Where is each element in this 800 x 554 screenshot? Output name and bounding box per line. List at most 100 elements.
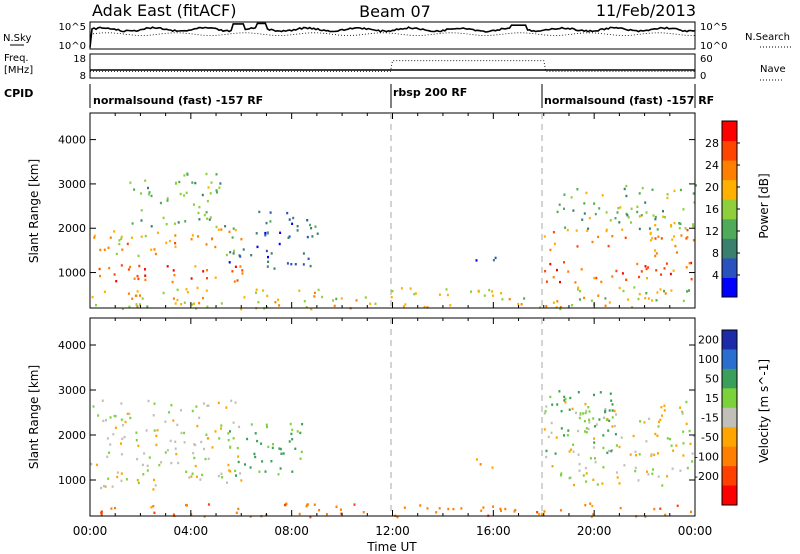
- echo-cell: [257, 301, 260, 304]
- echo-cell: [144, 179, 147, 182]
- echo-cell: [571, 304, 574, 307]
- echo-cell: [364, 296, 367, 299]
- echo-cell: [166, 197, 169, 200]
- echo-cell: [578, 462, 581, 466]
- echo-cell: [514, 508, 517, 512]
- echo-cell: [262, 289, 265, 292]
- echo-cell: [241, 269, 244, 272]
- echo-cell: [595, 423, 598, 426]
- echo-cell: [194, 265, 197, 268]
- echo-cell: [590, 299, 593, 302]
- echo-cell: [237, 507, 240, 511]
- echo-cell: [632, 434, 635, 438]
- echo-cell: [250, 423, 253, 426]
- echo-cell: [211, 237, 213, 241]
- echo-cell: [311, 235, 314, 238]
- echo-cell: [174, 302, 177, 305]
- nsky-left-tick-bottom: 10^0: [59, 41, 86, 52]
- echo-cell: [470, 290, 472, 293]
- echo-cell: [288, 235, 291, 238]
- echo-cell: [201, 473, 204, 477]
- echo-cell: [672, 449, 675, 452]
- echo-cell: [523, 297, 526, 300]
- echo-cell: [267, 255, 269, 259]
- echo-cell: [144, 278, 147, 282]
- echo-cell: [198, 218, 201, 221]
- echo-cell: [657, 452, 659, 455]
- echo-cell: [278, 304, 281, 307]
- echo-cell: [211, 446, 214, 449]
- echo-cell: [649, 232, 652, 236]
- echo-cell: [153, 478, 155, 482]
- echo-cell: [607, 244, 610, 248]
- echo-cell: [309, 515, 312, 519]
- echo-cell: [231, 236, 234, 239]
- echo-cell: [659, 288, 662, 291]
- echo-cell: [594, 212, 597, 216]
- echo-cell: [183, 441, 186, 444]
- echo-cell: [650, 239, 652, 242]
- echo-cell: [688, 429, 691, 433]
- echo-cell: [686, 466, 689, 470]
- echo-cell: [236, 446, 239, 450]
- echo-cell: [614, 433, 617, 436]
- echo-cell: [625, 184, 628, 188]
- colorbar-swatch: [722, 485, 737, 506]
- echo-cell: [198, 416, 201, 419]
- echo-cell: [240, 238, 243, 241]
- echo-cell: [176, 298, 179, 302]
- echo-cell: [146, 464, 149, 468]
- echo-cell: [103, 248, 106, 251]
- echo-cell: [115, 252, 118, 256]
- colorbar-swatch: [722, 277, 737, 298]
- echo-cell: [482, 506, 485, 509]
- echo-cell: [438, 293, 441, 296]
- colorbar-swatch: [722, 218, 737, 239]
- echo-cell: [494, 256, 497, 260]
- echo-cell: [625, 212, 628, 216]
- x-tick-label: 08:00: [274, 524, 309, 538]
- echo-cell: [255, 288, 258, 291]
- echo-cell: [606, 451, 609, 454]
- echo-cell: [129, 265, 131, 269]
- echo-cell: [217, 228, 220, 231]
- echo-cell: [165, 241, 168, 245]
- echo-cell: [634, 466, 637, 470]
- echo-cell: [133, 277, 136, 280]
- velocity-panel: 1000 2000 3000 4000 Slant Range [km]: [27, 317, 696, 519]
- echo-cell: [563, 399, 566, 402]
- echo-cell: [133, 188, 136, 191]
- colorbar-tick-label: 16: [705, 203, 719, 216]
- echo-cell: [186, 291, 189, 294]
- echo-cell: [402, 305, 405, 308]
- echo-cell: [404, 303, 407, 306]
- echo-cell: [559, 307, 562, 311]
- echo-cell: [681, 412, 684, 415]
- echo-cell: [120, 479, 123, 482]
- echo-cell: [174, 182, 177, 185]
- echo-cell: [218, 186, 221, 189]
- echo-cell: [317, 288, 320, 292]
- echo-cell: [215, 225, 218, 229]
- echo-cell: [109, 236, 112, 239]
- echo-cell: [564, 401, 567, 404]
- echo-cell: [166, 199, 169, 202]
- echo-cell: [261, 460, 264, 463]
- echo-cell: [674, 244, 677, 248]
- echo-cell: [678, 227, 681, 230]
- echo-cell: [567, 270, 570, 273]
- echo-cell: [604, 304, 607, 307]
- echo-cell: [662, 215, 665, 218]
- echo-cell: [609, 392, 612, 395]
- echo-cell: [560, 509, 562, 512]
- echo-cell: [593, 276, 596, 280]
- nave-right-tick-top: 60: [700, 54, 713, 65]
- echo-cell: [148, 191, 151, 194]
- echo-cell: [256, 245, 259, 249]
- echo-cell: [265, 249, 268, 253]
- echo-cell: [152, 488, 155, 491]
- echo-cell: [579, 298, 581, 301]
- echo-cell: [551, 403, 554, 406]
- echo-cell: [662, 210, 664, 213]
- echo-cell: [598, 207, 601, 210]
